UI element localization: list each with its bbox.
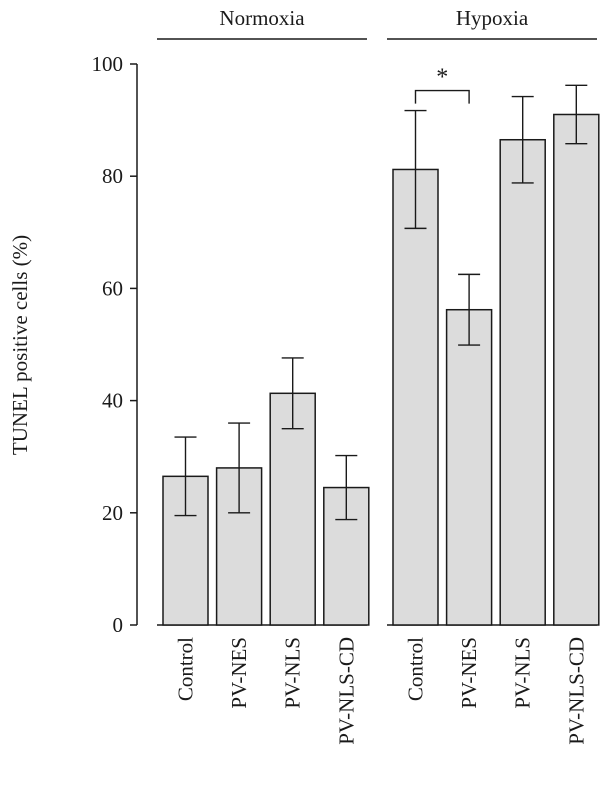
x-tick-label: PV-NES [457,637,481,709]
x-tick-label: PV-NLS-CD [334,637,358,745]
x-tick-label: Control [174,637,198,701]
y-tick-label: 20 [102,501,123,525]
bar [445,308,493,626]
y-tick-label: 40 [102,389,123,413]
y-tick-label: 80 [102,164,123,188]
bar [269,392,316,626]
significance-bracket [414,89,470,104]
significance-marker: * [436,65,448,91]
bar [553,113,600,626]
x-tick-label: PV-NLS-CD [564,637,588,745]
x-tick-label: Control [404,637,428,701]
bar [499,138,546,626]
x-tick-label: PV-NES [227,637,251,709]
y-tick-label: 60 [102,276,123,300]
x-tick-label: PV-NLS [511,637,535,709]
y-axis: 0 20 40 60 80 100 [92,52,138,637]
group-label: Hypoxia [456,6,529,30]
bar [392,168,439,626]
y-tick-label: 100 [92,52,124,76]
y-tick-label: 0 [113,613,124,637]
group-hypoxia: Hypoxia Control PV-NES PV-NLS PV-NLS-CD * [387,6,600,745]
y-axis-label: TUNEL positive cells (%) [8,235,32,455]
x-tick-label: PV-NLS [281,637,305,709]
group-label: Normoxia [219,6,305,30]
group-normoxia: Normoxia Control PV-NES PV-NLS PV-NLS-CD [157,6,370,745]
